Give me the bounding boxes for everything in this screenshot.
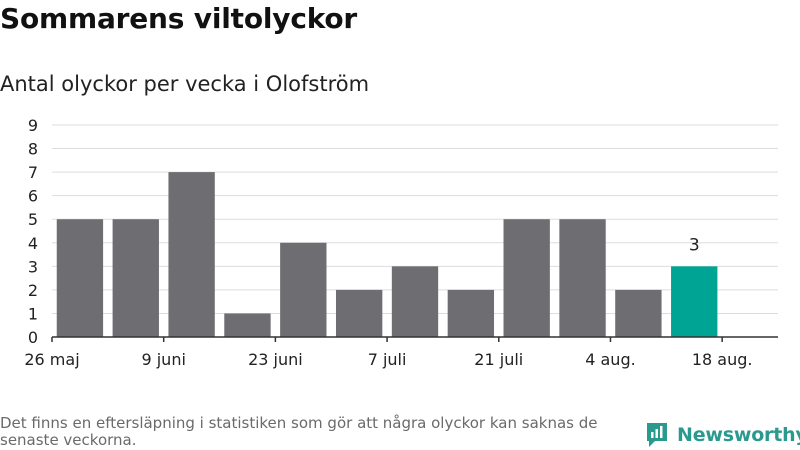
x-tick-label: 23 juni: [248, 350, 303, 369]
bar: [447, 289, 495, 337]
y-tick-label: 0: [28, 328, 38, 347]
bar: [280, 242, 327, 337]
bar: [391, 266, 439, 337]
x-tick-label: 21 juli: [474, 350, 523, 369]
labels: 0 1 2 3 4 5 6 7 8 9 26 maj 9 juni 23 juni 7 juli 21 ju…: [24, 116, 752, 369]
chart-subtitle: Antal olyckor per vecka i Olofström: [0, 72, 370, 96]
y-tick-label: 1: [28, 304, 38, 323]
y-tick-label: 9: [28, 116, 38, 135]
bar: [615, 289, 662, 337]
footnote: Det finns en eftersläpning i statistiken…: [0, 414, 598, 449]
x-tick-label: 26 maj: [24, 350, 79, 369]
y-tick-label: 4: [28, 234, 38, 253]
y-tick-label: 8: [28, 140, 38, 159]
bar: [224, 313, 271, 337]
bar: [56, 219, 104, 337]
data-label: 3: [689, 235, 700, 255]
y-tick-label: 6: [28, 187, 38, 206]
x-tick-label: 18 aug.: [692, 350, 753, 369]
bar-chart: 0 1 2 3 4 5 6 7 8 9 26 maj 9 juni 23 juni 7 juli 21 ju…: [24, 116, 778, 369]
x-tick-label: 9 juni: [141, 350, 185, 369]
y-tick-label: 5: [28, 210, 38, 229]
bar: [168, 172, 215, 337]
bars: [56, 172, 718, 337]
bar: [112, 219, 159, 337]
x-tick-label: 7 juli: [368, 350, 407, 369]
newsworthy-logo: Newsworthy: [645, 421, 800, 449]
bar-highlight: [671, 266, 718, 337]
bar: [559, 219, 606, 337]
axes: [51, 336, 778, 342]
x-tick-label: 4 aug.: [585, 350, 635, 369]
y-tick-label: 7: [28, 163, 38, 182]
brand-name: Newsworthy: [677, 424, 800, 446]
y-tick-label: 3: [28, 257, 38, 276]
newsworthy-logo-icon: [647, 423, 667, 447]
bar: [335, 289, 383, 337]
chart-title: Sommarens viltolyckor: [0, 2, 358, 35]
y-tick-label: 2: [28, 281, 38, 300]
bar: [503, 219, 550, 337]
